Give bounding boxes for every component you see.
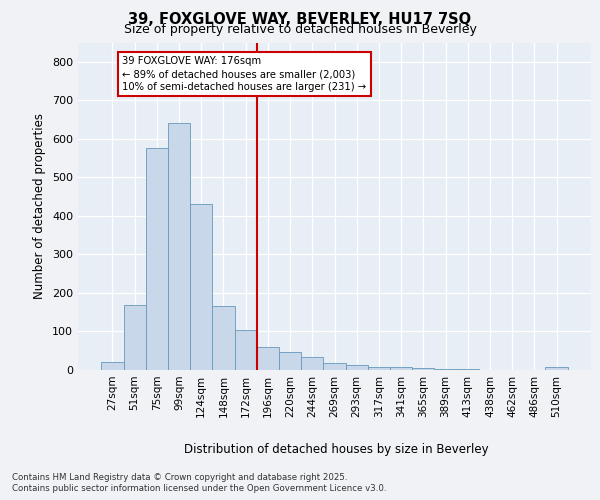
Bar [279, 352, 301, 370]
Bar [235, 330, 257, 370]
Text: 39 FOXGLOVE WAY: 176sqm
← 89% of detached houses are smaller (2,003)
10% of semi: 39 FOXGLOVE WAY: 176sqm ← 89% of detache… [122, 56, 367, 92]
Text: Contains HM Land Registry data © Crown copyright and database right 2025.: Contains HM Land Registry data © Crown c… [12, 472, 347, 482]
Bar [124, 304, 146, 370]
Bar [346, 366, 368, 370]
Bar [301, 356, 323, 370]
Bar [390, 368, 412, 370]
Bar [212, 306, 235, 370]
Bar [168, 124, 190, 370]
Bar [323, 363, 346, 370]
Bar [368, 366, 390, 370]
Y-axis label: Number of detached properties: Number of detached properties [34, 114, 46, 299]
Bar [434, 369, 457, 370]
Bar [257, 347, 279, 370]
Bar [545, 368, 568, 370]
Bar [457, 369, 479, 370]
Bar [146, 148, 168, 370]
Text: Contains public sector information licensed under the Open Government Licence v3: Contains public sector information licen… [12, 484, 386, 493]
Bar [190, 204, 212, 370]
Text: Size of property relative to detached houses in Beverley: Size of property relative to detached ho… [124, 24, 476, 36]
Text: Distribution of detached houses by size in Beverley: Distribution of detached houses by size … [184, 442, 488, 456]
Bar [412, 368, 434, 370]
Text: 39, FOXGLOVE WAY, BEVERLEY, HU17 7SQ: 39, FOXGLOVE WAY, BEVERLEY, HU17 7SQ [128, 12, 472, 26]
Bar [101, 362, 124, 370]
